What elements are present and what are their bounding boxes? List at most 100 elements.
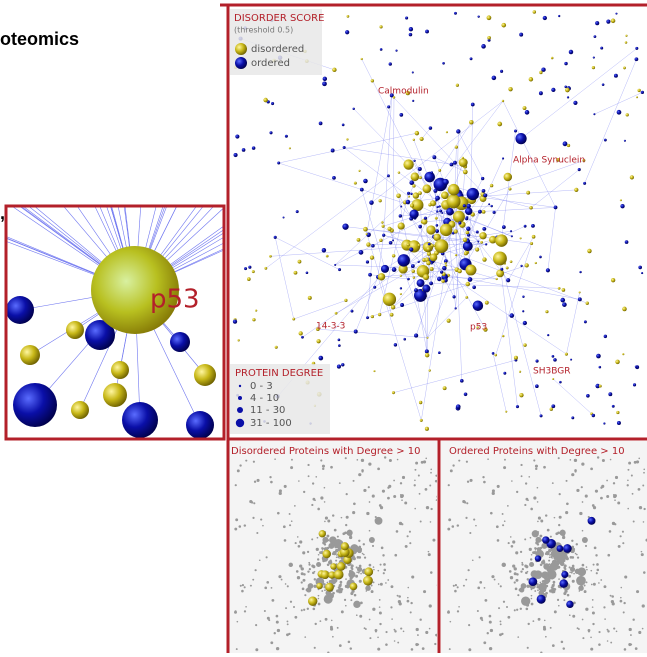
node: [311, 564, 314, 567]
node: [462, 157, 464, 159]
node: [312, 482, 314, 484]
node: [533, 459, 535, 461]
node: [551, 57, 554, 60]
node: [536, 553, 539, 556]
node: [395, 50, 397, 52]
legend-item: 0 - 3: [250, 381, 273, 392]
node: [308, 564, 310, 566]
node-highlight: [535, 555, 541, 561]
node: [560, 562, 562, 564]
node: [564, 86, 567, 89]
node: [519, 33, 523, 37]
node: [540, 520, 543, 523]
node: [311, 504, 313, 506]
node: [510, 260, 513, 263]
node: [447, 528, 450, 531]
node: [368, 486, 370, 488]
node: [338, 339, 341, 342]
node: [510, 230, 512, 232]
node: [373, 569, 375, 571]
node: [299, 540, 302, 543]
edge: [493, 353, 506, 411]
node: [394, 629, 396, 631]
node: [440, 224, 452, 236]
node: [364, 557, 366, 559]
node: [452, 525, 455, 528]
node: [446, 208, 454, 216]
node: [473, 519, 475, 521]
inset-label: p53: [150, 285, 200, 315]
node: [482, 257, 486, 261]
node: [334, 546, 337, 549]
node: [512, 540, 515, 543]
node: [369, 619, 371, 621]
node: [366, 260, 369, 263]
node: [529, 77, 533, 81]
node: [456, 129, 460, 133]
node: [641, 272, 643, 274]
node: [428, 369, 430, 371]
node: [319, 356, 324, 361]
node: [417, 644, 419, 646]
node: [443, 179, 449, 185]
node: [431, 171, 434, 174]
node: [597, 569, 600, 572]
node: [552, 355, 555, 358]
node: [303, 573, 306, 576]
node: [511, 480, 513, 482]
node: [385, 582, 387, 584]
node: [477, 587, 480, 590]
node: [623, 611, 625, 613]
node: [379, 599, 381, 601]
node: [253, 502, 255, 504]
node: [274, 632, 276, 634]
node: [324, 521, 326, 523]
node: [546, 573, 548, 575]
node-highlight: [308, 597, 317, 606]
node: [323, 583, 326, 586]
node: [553, 358, 557, 362]
node: [438, 351, 441, 354]
edge: [393, 97, 394, 240]
node: [599, 366, 602, 369]
node: [353, 480, 355, 482]
node: [453, 295, 456, 298]
node: [448, 184, 460, 196]
node: [487, 458, 489, 460]
node: [530, 508, 533, 511]
node: [545, 636, 547, 638]
node: [421, 219, 427, 225]
node: [515, 588, 518, 591]
node: [572, 580, 575, 583]
node: [372, 545, 374, 547]
node: [524, 504, 526, 506]
node: [465, 517, 467, 519]
node: [297, 536, 299, 538]
node: [252, 146, 256, 150]
node: [270, 641, 273, 644]
node: [304, 636, 306, 638]
node: [322, 549, 324, 551]
node: [525, 482, 527, 484]
node: [466, 231, 470, 235]
node-highlight: [588, 517, 596, 525]
edge: [508, 237, 533, 280]
node: [348, 641, 351, 644]
node: [414, 508, 416, 510]
node: [437, 277, 442, 282]
node: [333, 537, 335, 539]
node: [430, 472, 432, 474]
node: [520, 608, 522, 610]
node: [638, 631, 641, 634]
node: [447, 611, 450, 614]
node: [249, 500, 252, 503]
node: [532, 235, 536, 239]
node: [417, 634, 419, 636]
node: [235, 135, 239, 139]
node: [457, 610, 459, 612]
node: [368, 273, 372, 277]
node: [613, 482, 615, 484]
node: [277, 512, 280, 515]
node: [345, 30, 349, 34]
edge: [435, 101, 503, 191]
